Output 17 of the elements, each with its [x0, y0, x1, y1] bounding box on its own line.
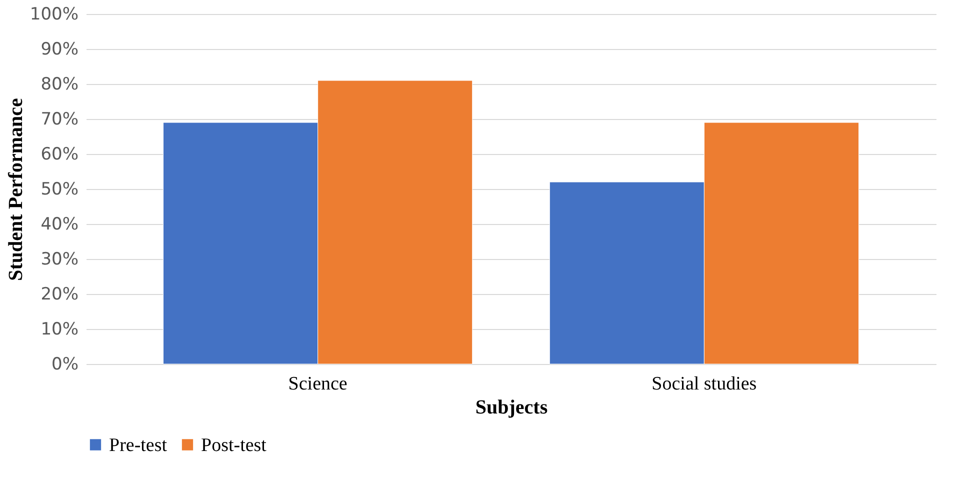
y-tick-label: 60% [40, 144, 78, 164]
y-tick-label: 40% [40, 214, 78, 234]
x-tick-label: Science [288, 374, 348, 394]
y-tick-label: 100% [30, 4, 78, 24]
y-tick-label: 10% [40, 320, 78, 340]
y-axis-title: Student Performance [4, 98, 27, 281]
y-tick-label: 70% [40, 110, 78, 130]
x-axis-title: Subjects [475, 396, 548, 418]
x-tick-label: Social studies [652, 374, 757, 394]
y-tick-label: 0% [52, 354, 78, 374]
y-tick-label: 50% [40, 180, 78, 200]
legend-label: Post-test [201, 434, 268, 456]
y-tick-label: 20% [40, 284, 78, 304]
y-tick-label: 80% [40, 74, 78, 94]
y-tick-label: 90% [40, 40, 78, 60]
legend-label: Pre-test [109, 434, 168, 456]
y-tick-label: 30% [40, 250, 78, 270]
